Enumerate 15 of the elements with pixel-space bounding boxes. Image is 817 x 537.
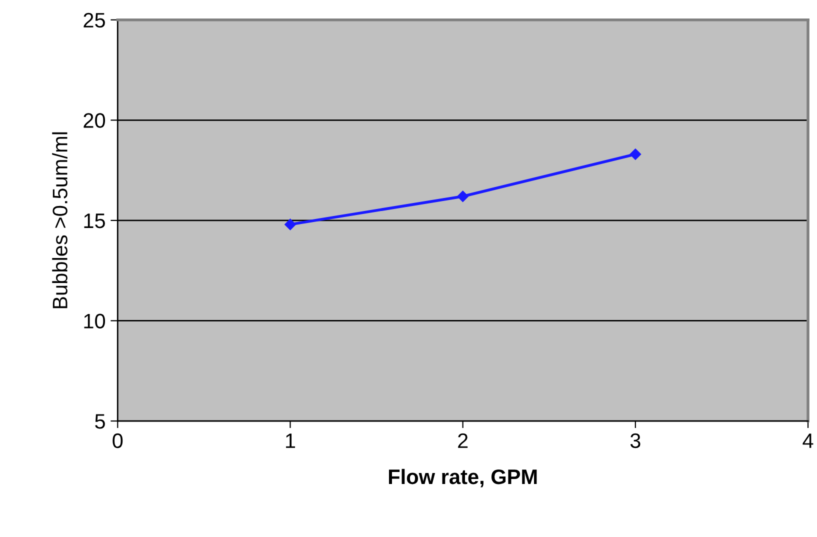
y-tick-label: 10 — [84, 314, 106, 328]
point — [630, 148, 642, 160]
x-tick-label: 4 — [802, 434, 814, 448]
y-axis-title: Bubbles >0.5um/ml — [52, 132, 68, 308]
x-tick-label: 1 — [286, 434, 296, 448]
point — [456, 190, 469, 202]
point — [284, 218, 296, 230]
y-tick-label: 15 — [84, 214, 105, 228]
y-tick-label: 5 — [95, 414, 105, 429]
y-tick-label: 25 — [84, 12, 105, 28]
x-axis-title: Flow rate, GPM — [388, 468, 537, 488]
x-tick-label: 3 — [630, 433, 640, 448]
x-tick-label: 2 — [458, 433, 468, 448]
x-tick-label: 0 — [112, 433, 123, 448]
y-tick-label: 20 — [84, 113, 106, 128]
